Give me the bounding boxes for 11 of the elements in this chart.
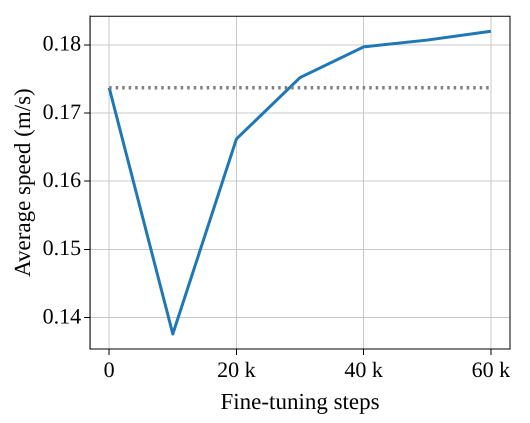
- x-tick-label: 40 k: [344, 356, 383, 382]
- y-axis-title: Average speed (m/s): [10, 88, 35, 277]
- y-tick-label: 0.15: [42, 235, 82, 260]
- y-tick-label: 0.14: [42, 303, 82, 328]
- x-tick-label: 20 k: [217, 356, 256, 382]
- x-tick-label: 60 k: [472, 356, 510, 382]
- y-tick-label: 0.18: [42, 30, 82, 56]
- x-tick-label: 0: [104, 356, 115, 382]
- x-axis-title: Fine-tuning steps: [220, 389, 380, 414]
- y-tick-label: 0.17: [42, 98, 82, 124]
- y-tick-label: 0.16: [42, 167, 82, 192]
